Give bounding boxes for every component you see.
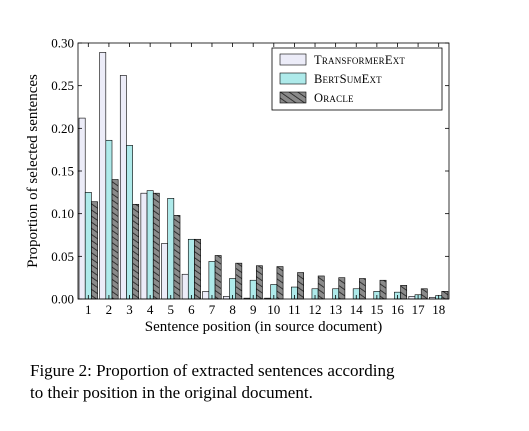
xtick-label-14: 14 [350,302,364,317]
xtick-label-2: 2 [106,302,113,317]
xtick-label-10: 10 [267,302,280,317]
bar-oracle-17 [420,288,428,300]
bar-transformerext-2 [99,52,107,300]
bar-bertsumext-1 [84,192,92,300]
bar-transformerext-5 [161,243,168,300]
bar-oracle-15 [379,279,387,300]
bar-bertsumext-7 [208,261,216,300]
bar-oracle-12 [317,275,325,300]
ytick-label-0.25: 0.25 [51,78,74,93]
bar-bertsumext-2 [105,139,113,300]
bar-bertsumext-5 [167,198,175,300]
bar-oracle-2 [111,179,119,300]
bar-oracle-11 [297,272,304,300]
legend: TransformerExt BertSumExt Oracle [271,47,443,111]
legend-label-oracle: Oracle [314,91,354,105]
bar-oracle-18 [441,291,449,300]
ticks-layer: 0.000.050.100.150.200.250.301 2 3 4 5 6 7 8 9 10 1… [25,36,449,335]
xtick-label-3: 3 [126,302,133,317]
bar-oracle-14 [359,278,366,300]
bar-oracle-9 [255,265,263,300]
ytick-label-0.20: 0.20 [51,121,74,136]
caption-line-1: Figure 2: Proportion of extracted senten… [30,361,395,380]
bar-transformerext-6 [181,273,189,300]
ytick-label-0.05: 0.05 [51,249,74,264]
bar-oracle-4 [152,192,160,300]
bar-oracle-16 [400,285,408,300]
bar-oracle-3 [132,203,140,300]
xtick-label-13: 13 [329,302,342,317]
bar-oracle-10 [276,266,284,300]
bar-oracle-13 [338,277,346,300]
xtick-label-11: 11 [288,302,301,317]
xtick-label-9: 9 [250,302,257,317]
bar-chart: 0.000.050.100.150.200.250.301 2 3 4 5 6 7 8 9 10 1… [25,36,450,335]
bar-oracle-8 [235,262,243,300]
bar-transformerext-4 [140,192,148,300]
bar-bertsumext-3 [126,145,133,300]
bar-oracle-6 [194,238,201,300]
bar-oracle-1 [91,201,98,300]
y-axis-label: Proportion of selected sentences [25,74,41,268]
xtick-label-12: 12 [309,302,322,317]
xtick-label-4: 4 [147,302,154,317]
xtick-label-1: 1 [85,302,92,317]
ytick-label-0.10: 0.10 [51,206,74,221]
bars-layer [78,52,449,300]
xtick-label-17: 17 [412,302,426,317]
xtick-label-18: 18 [432,302,445,317]
bar-bertsumext-6 [187,238,195,300]
xtick-label-15: 15 [370,302,383,317]
bar-oracle-7 [214,255,222,300]
xtick-label-8: 8 [229,302,236,317]
legend-swatch-transformerext [279,53,307,66]
bar-bertsumext-4 [146,190,154,300]
legend-swatch-bertsumext [279,72,307,85]
legend-label-transformerext: TransformerExt [314,53,405,67]
xtick-label-16: 16 [391,302,405,317]
legend-swatch-oracle [279,91,307,104]
caption-line-2: to their position in the original docume… [30,383,313,402]
ytick-label-0.30: 0.30 [51,36,74,51]
x-axis-label: Sentence position (in source document) [145,319,382,335]
xtick-label-6: 6 [188,302,195,317]
bar-transformerext-3 [119,75,127,300]
bar-transformerext-7 [202,291,210,300]
bar-oracle-5 [173,215,181,300]
bar-transformerext-1 [78,117,86,300]
xtick-label-5: 5 [168,302,175,317]
figure-caption: Figure 2: Proportion of extracted senten… [30,360,490,404]
legend-label-bertsumext: BertSumExt [314,72,382,86]
ytick-label-0.00: 0.00 [51,292,74,307]
ytick-label-0.15: 0.15 [51,164,74,179]
xtick-label-7: 7 [209,302,216,317]
